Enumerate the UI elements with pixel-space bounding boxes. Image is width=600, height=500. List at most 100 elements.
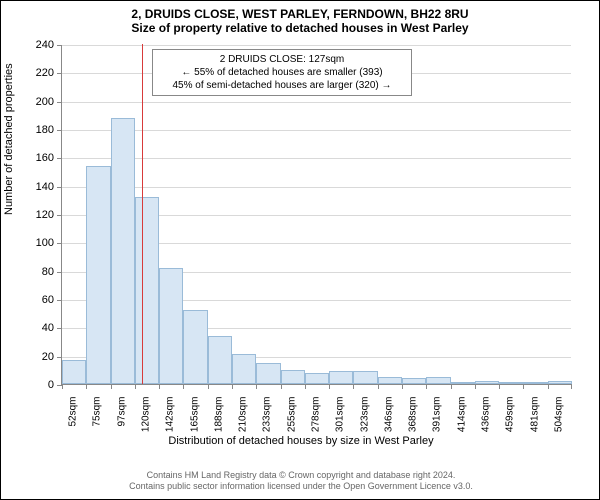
x-tick-mark — [548, 384, 549, 389]
histogram-bar — [475, 381, 499, 384]
x-tick-mark — [281, 384, 282, 389]
x-tick-mark — [353, 384, 354, 389]
y-tick-label: 240 — [4, 39, 54, 51]
footer-attribution: Contains HM Land Registry data © Crown c… — [1, 470, 600, 493]
histogram-bar — [523, 382, 547, 384]
y-tick-label: 140 — [4, 181, 54, 193]
x-tick-mark — [402, 384, 403, 389]
histogram-bar — [353, 371, 377, 384]
histogram-bar — [499, 382, 523, 384]
x-tick-label: 301sqm — [335, 397, 346, 447]
y-tick-mark — [57, 357, 62, 358]
x-tick-mark — [135, 384, 136, 389]
plot-area: 2 DRUIDS CLOSE: 127sqm← 55% of detached … — [61, 45, 571, 385]
title-line-1: 2, DRUIDS CLOSE, WEST PARLEY, FERNDOWN, … — [1, 7, 599, 21]
histogram-bar — [86, 166, 110, 384]
x-tick-label: 459sqm — [505, 397, 516, 447]
gridline — [62, 187, 571, 188]
histogram-bar — [402, 378, 426, 384]
histogram-bar — [548, 381, 572, 384]
x-tick-label: 346sqm — [383, 397, 394, 447]
x-tick-mark — [305, 384, 306, 389]
x-tick-label: 210sqm — [238, 397, 249, 447]
x-tick-label: 255sqm — [286, 397, 297, 447]
x-tick-mark — [86, 384, 87, 389]
reference-line — [142, 44, 143, 384]
histogram-bar — [378, 377, 402, 384]
x-tick-mark — [159, 384, 160, 389]
histogram-bar — [256, 363, 280, 384]
y-tick-label: 200 — [4, 96, 54, 108]
histogram-bar — [232, 354, 256, 384]
x-tick-mark — [378, 384, 379, 389]
y-tick-mark — [57, 130, 62, 131]
y-tick-mark — [57, 328, 62, 329]
histogram-bar — [62, 360, 86, 384]
x-tick-label: 481sqm — [529, 397, 540, 447]
y-tick-label: 20 — [4, 351, 54, 363]
annotation-line: ← 55% of detached houses are smaller (39… — [159, 66, 405, 79]
x-tick-mark — [111, 384, 112, 389]
x-tick-label: 188sqm — [213, 397, 224, 447]
annotation-box: 2 DRUIDS CLOSE: 127sqm← 55% of detached … — [152, 49, 412, 96]
footer-line-1: Contains HM Land Registry data © Crown c… — [1, 470, 600, 482]
gridline — [62, 102, 571, 103]
gridline — [62, 158, 571, 159]
y-tick-label: 180 — [4, 124, 54, 136]
title-line-2: Size of property relative to detached ho… — [1, 21, 599, 35]
x-tick-label: 75sqm — [92, 397, 103, 447]
x-tick-mark — [451, 384, 452, 389]
title-area: 2, DRUIDS CLOSE, WEST PARLEY, FERNDOWN, … — [1, 1, 599, 35]
y-tick-label: 100 — [4, 237, 54, 249]
y-tick-label: 220 — [4, 67, 54, 79]
y-tick-mark — [57, 300, 62, 301]
x-tick-label: 97sqm — [116, 397, 127, 447]
annotation-line: 2 DRUIDS CLOSE: 127sqm — [159, 53, 405, 66]
x-tick-label: 368sqm — [408, 397, 419, 447]
x-tick-label: 391sqm — [432, 397, 443, 447]
gridline — [62, 130, 571, 131]
x-tick-mark — [475, 384, 476, 389]
x-tick-label: 120sqm — [141, 397, 152, 447]
histogram-bar — [305, 373, 329, 384]
x-tick-mark — [499, 384, 500, 389]
y-tick-label: 80 — [4, 266, 54, 278]
x-tick-mark — [256, 384, 257, 389]
x-tick-mark — [329, 384, 330, 389]
y-tick-mark — [57, 73, 62, 74]
x-tick-mark — [208, 384, 209, 389]
y-tick-mark — [57, 45, 62, 46]
x-tick-label: 323sqm — [359, 397, 370, 447]
x-tick-label: 504sqm — [553, 397, 564, 447]
y-tick-mark — [57, 102, 62, 103]
histogram-bar — [426, 377, 450, 384]
histogram-bar — [135, 197, 159, 384]
x-tick-mark — [523, 384, 524, 389]
x-tick-mark — [62, 384, 63, 389]
x-tick-label: 233sqm — [262, 397, 273, 447]
y-tick-label: 40 — [4, 322, 54, 334]
histogram-bar — [329, 371, 353, 384]
x-tick-mark — [571, 384, 572, 389]
y-tick-mark — [57, 272, 62, 273]
y-tick-label: 60 — [4, 294, 54, 306]
gridline — [62, 45, 571, 46]
x-tick-mark — [183, 384, 184, 389]
x-tick-mark — [426, 384, 427, 389]
histogram-bar — [451, 382, 475, 384]
footer-line-2: Contains public sector information licen… — [1, 481, 600, 493]
x-tick-label: 414sqm — [456, 397, 467, 447]
x-tick-label: 52sqm — [68, 397, 79, 447]
y-tick-mark — [57, 243, 62, 244]
histogram-bar — [208, 336, 232, 384]
y-tick-mark — [57, 215, 62, 216]
y-tick-label: 120 — [4, 209, 54, 221]
y-tick-label: 0 — [4, 379, 54, 391]
histogram-bar — [111, 118, 135, 384]
chart-container: 2, DRUIDS CLOSE, WEST PARLEY, FERNDOWN, … — [0, 0, 600, 500]
x-tick-label: 165sqm — [189, 397, 200, 447]
histogram-bar — [183, 310, 207, 384]
x-tick-mark — [232, 384, 233, 389]
x-tick-label: 142sqm — [165, 397, 176, 447]
y-tick-label: 160 — [4, 152, 54, 164]
